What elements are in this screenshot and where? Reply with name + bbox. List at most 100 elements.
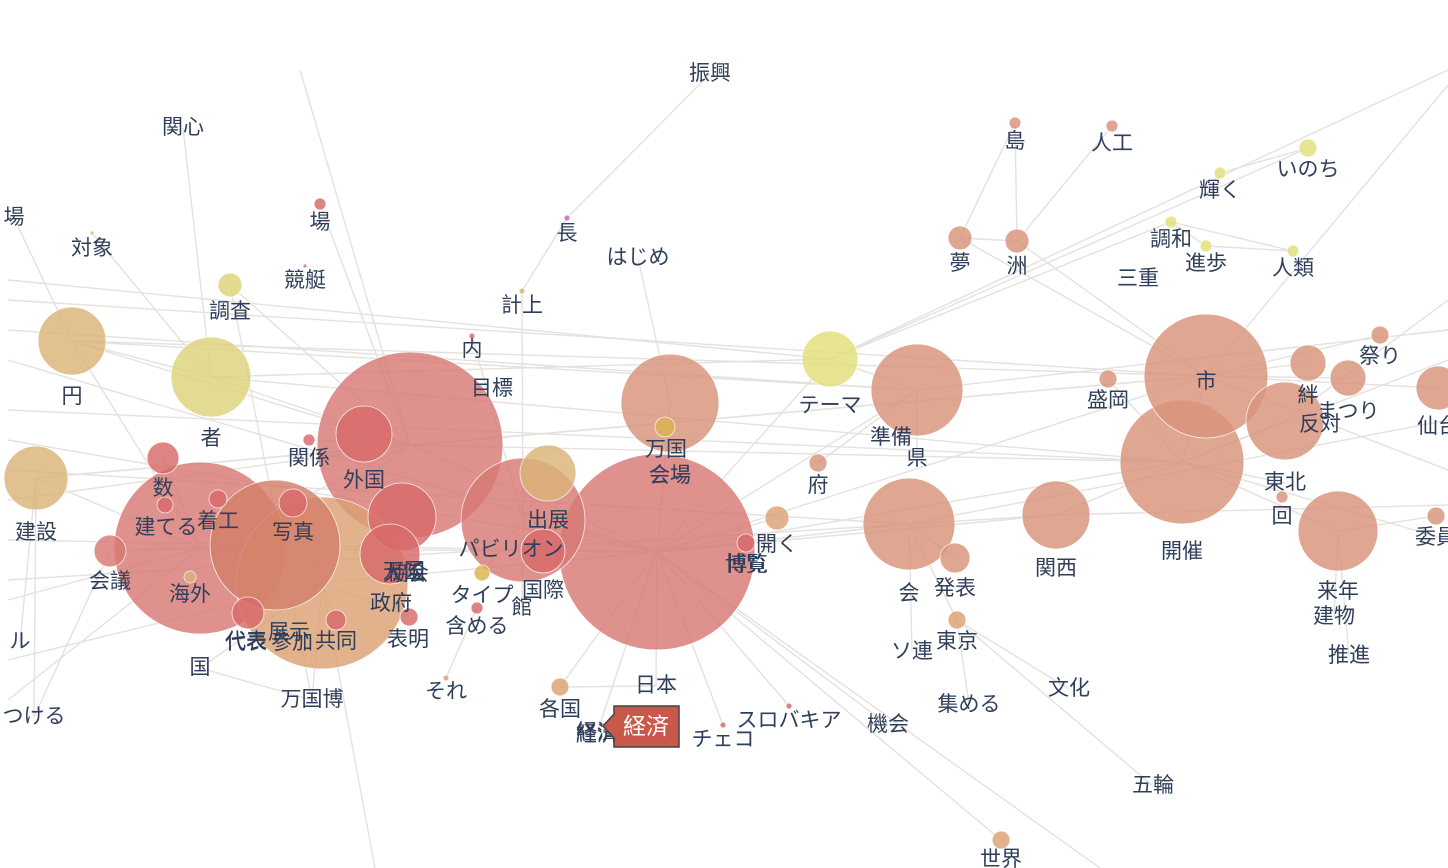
node-label: 写真 — [272, 520, 314, 544]
graph-node[interactable] — [1329, 359, 1367, 397]
graph-node[interactable] — [1143, 313, 1269, 439]
node-label: 会場 — [649, 463, 691, 487]
graph-node[interactable] — [719, 721, 727, 729]
node-label: 会場 — [649, 463, 691, 487]
graph-node[interactable] — [519, 444, 577, 502]
node-label: 着工 — [197, 509, 239, 533]
graph-node[interactable] — [1164, 215, 1178, 229]
graph-node[interactable] — [801, 330, 859, 388]
graph-edge — [956, 619, 970, 706]
node-label: 振興 — [689, 61, 731, 85]
graph-node[interactable] — [1021, 480, 1091, 550]
graph-node[interactable] — [208, 489, 228, 509]
graph-edge — [33, 550, 111, 718]
node-label: 人工 — [1091, 131, 1133, 155]
graph-node[interactable] — [325, 609, 347, 631]
node-label: 万国 — [645, 437, 687, 461]
node-label: 洲 — [1007, 254, 1028, 278]
graph-node[interactable] — [1370, 325, 1390, 345]
graph-node[interactable] — [1286, 244, 1300, 258]
graph-node[interactable] — [302, 433, 316, 447]
graph-node[interactable] — [217, 272, 243, 298]
graph-node[interactable] — [991, 830, 1011, 850]
graph-node[interactable] — [563, 214, 571, 222]
graph-node[interactable] — [93, 534, 127, 568]
node-label: 共同 — [315, 629, 357, 653]
graph-node[interactable] — [736, 533, 756, 553]
graph-node[interactable] — [89, 230, 95, 236]
node-label: 準備 — [870, 425, 912, 449]
graph-node[interactable] — [654, 416, 676, 438]
node-label: 数 — [153, 476, 174, 500]
node-label: 関西 — [1035, 556, 1077, 580]
graph-node[interactable] — [278, 488, 308, 518]
graph-node[interactable] — [947, 610, 967, 630]
graph-node[interactable] — [1298, 138, 1318, 158]
graph-edge — [7, 299, 1207, 377]
node-label: 場 — [4, 205, 25, 229]
node-label: 輝く — [1199, 178, 1241, 202]
node-label: 万国 — [383, 559, 425, 583]
graph-edge — [7, 409, 1183, 463]
graph-node[interactable] — [1008, 116, 1022, 130]
graph-node[interactable] — [399, 607, 419, 627]
node-label: つける — [3, 704, 66, 728]
node-label: 博覧 — [726, 552, 768, 576]
graph-node[interactable] — [1199, 239, 1213, 253]
graph-node[interactable] — [170, 336, 252, 418]
graph-node[interactable] — [1275, 490, 1289, 504]
node-label: 推進 — [1328, 643, 1370, 667]
graph-node[interactable] — [870, 343, 964, 437]
graph-node[interactable] — [620, 353, 720, 453]
graph-node[interactable] — [518, 287, 526, 295]
hover-tooltip: 経済 — [601, 705, 680, 748]
graph-node[interactable] — [808, 453, 828, 473]
graph-edge — [1170, 221, 1207, 247]
graph-node[interactable] — [209, 479, 341, 611]
graph-node[interactable] — [1426, 506, 1446, 526]
graph-node[interactable] — [302, 263, 308, 269]
graph-edge — [7, 279, 831, 360]
graph-node[interactable] — [947, 225, 973, 251]
node-label: まつり — [1317, 399, 1380, 423]
graph-node[interactable] — [146, 441, 180, 475]
graph-node[interactable] — [1245, 381, 1325, 461]
graph-node[interactable] — [335, 405, 393, 463]
node-label: 含める — [446, 614, 509, 638]
graph-node[interactable] — [156, 496, 174, 514]
graph-node[interactable] — [1297, 490, 1379, 572]
graph-node[interactable] — [1213, 166, 1227, 180]
graph-node[interactable] — [231, 596, 265, 630]
graph-node[interactable] — [470, 601, 484, 615]
graph-node[interactable] — [1105, 119, 1119, 133]
node-label: 東京 — [936, 629, 978, 653]
node-label: はじめ — [607, 245, 670, 269]
node-label: チェコ — [692, 727, 755, 751]
graph-node[interactable] — [520, 528, 566, 574]
graph-node[interactable] — [1289, 344, 1327, 382]
graph-node[interactable] — [313, 197, 327, 211]
node-label: 島 — [1005, 129, 1026, 153]
graph-node[interactable] — [550, 677, 570, 697]
graph-node[interactable] — [939, 542, 971, 574]
graph-node[interactable] — [468, 332, 476, 340]
graph-node[interactable] — [359, 523, 421, 585]
graph-edge — [559, 685, 657, 688]
graph-node[interactable] — [442, 674, 450, 682]
graph-edge — [1170, 221, 1294, 252]
graph-node[interactable] — [1415, 365, 1448, 411]
graph-node[interactable] — [183, 570, 197, 584]
graph-node[interactable] — [862, 477, 956, 571]
graph-node[interactable] — [785, 702, 793, 710]
node-label: 協会 — [387, 561, 429, 585]
graph-node[interactable] — [473, 564, 491, 582]
graph-node[interactable] — [1004, 228, 1030, 254]
graph-node[interactable] — [1098, 369, 1118, 389]
node-label: 夢 — [950, 251, 971, 275]
graph-node[interactable] — [3, 445, 69, 511]
node-label: 各国 — [539, 697, 581, 721]
node-label: ソ連 — [891, 639, 933, 663]
graph-node[interactable] — [37, 306, 107, 376]
graph-node[interactable] — [764, 505, 790, 531]
